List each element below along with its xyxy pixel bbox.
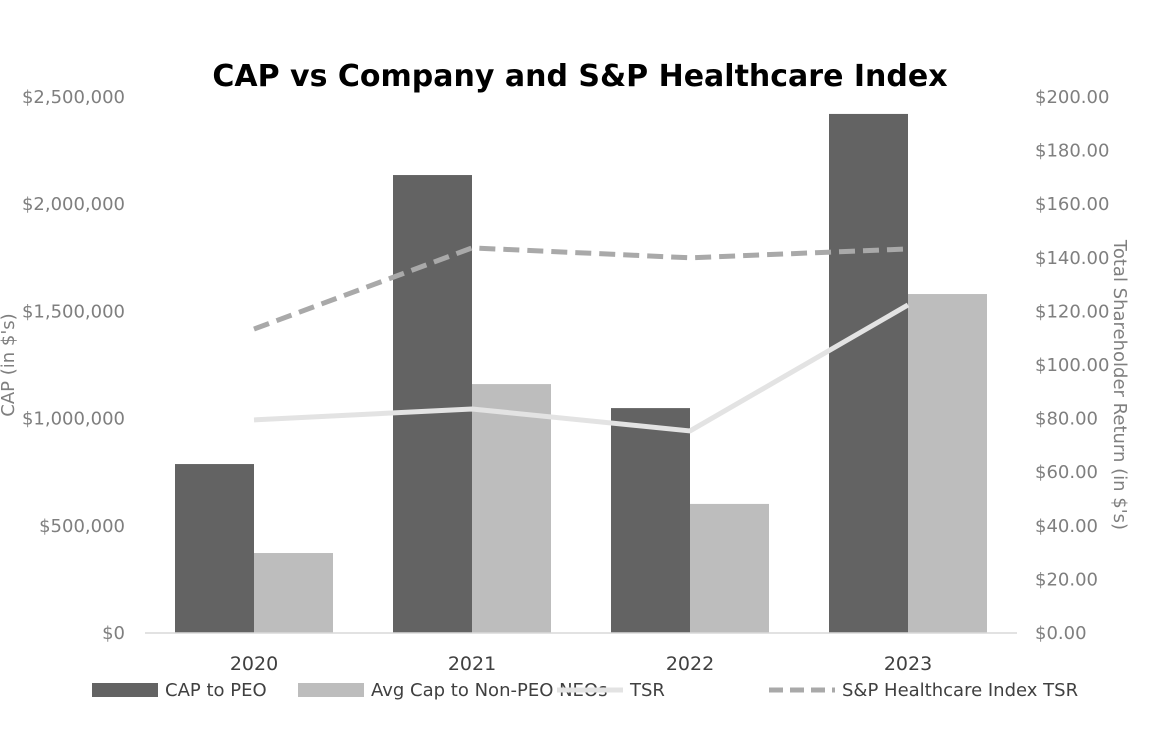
y2-tick-label: $120.00 [1035, 301, 1109, 322]
bar-cap-to-peo-2020 [175, 464, 254, 633]
y2-tick-label: $0.00 [1035, 623, 1087, 644]
bar-avg-cap-to-non-peo-neos-2022 [690, 503, 769, 633]
y-axis-title: CAP (in $'s) [0, 313, 19, 416]
bar-avg-cap-to-non-peo-neos-2023 [908, 294, 987, 633]
legend-label: S&P Healthcare Index TSR [842, 680, 1078, 701]
y-tick-label: $1,000,000 [22, 409, 125, 430]
x-tick-label: 2021 [448, 653, 496, 675]
y-tick-label: $1,500,000 [22, 301, 125, 322]
y2-tick-label: $180.00 [1035, 141, 1109, 162]
bar-cap-to-peo-2023 [829, 113, 908, 633]
legend-label: Avg Cap to Non-PEO NEOs [371, 680, 607, 701]
y2-tick-label: $200.00 [1035, 87, 1109, 108]
y2-axis-title: Total Shareholder Return (in $'s) [1109, 239, 1130, 530]
chart-title: CAP vs Company and S&P Healthcare Index [212, 59, 947, 94]
y2-tick-label: $60.00 [1035, 462, 1098, 483]
y2-tick-label: $40.00 [1035, 516, 1098, 537]
y-tick-label: $500,000 [39, 516, 125, 537]
legend-label: CAP to PEO [165, 680, 267, 701]
y-tick-label: $2,500,000 [22, 87, 125, 108]
line-s-p-healthcare-index-tsr [253, 245, 909, 332]
x-tick-label: 2022 [666, 653, 714, 675]
line-tsr [253, 302, 910, 434]
y2-tick-label: $100.00 [1035, 355, 1109, 376]
legend-label: TSR [629, 680, 665, 701]
x-tick-label: 2023 [884, 653, 932, 675]
x-tick-label: 2020 [230, 653, 278, 675]
y-tick-label: $0 [102, 623, 125, 644]
y2-tick-label: $160.00 [1035, 194, 1109, 215]
bar-avg-cap-to-non-peo-neos-2021 [472, 384, 551, 633]
bar-cap-to-peo-2022 [611, 408, 690, 633]
bar-cap-to-peo-2021 [393, 175, 472, 633]
y2-tick-label: $140.00 [1035, 248, 1109, 269]
legend-swatch [92, 683, 158, 697]
legend-swatch [298, 683, 364, 697]
y2-tick-label: $80.00 [1035, 409, 1098, 430]
y-tick-label: $2,000,000 [22, 194, 125, 215]
bar-avg-cap-to-non-peo-neos-2020 [254, 553, 333, 633]
y2-tick-label: $20.00 [1035, 569, 1098, 590]
